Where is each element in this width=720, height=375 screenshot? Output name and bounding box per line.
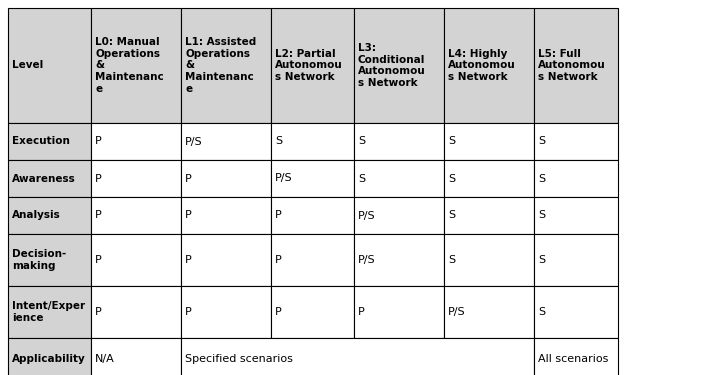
Bar: [8, 197, 91, 234]
Text: L0: Manual
Operations
&
Maintenanc
e: L0: Manual Operations & Maintenanc e: [95, 37, 163, 94]
Bar: [534, 286, 618, 338]
Text: L1: Assisted
Operations
&
Maintenanc
e: L1: Assisted Operations & Maintenanc e: [185, 37, 256, 94]
Text: All scenarios: All scenarios: [538, 354, 608, 364]
Bar: [354, 286, 444, 338]
Bar: [8, 8, 91, 123]
Bar: [444, 8, 534, 123]
Text: L3:
Conditional
Autonomou
s Network: L3: Conditional Autonomou s Network: [358, 43, 426, 88]
Text: S: S: [358, 136, 365, 147]
Text: P/S: P/S: [185, 136, 202, 147]
Bar: [181, 197, 271, 234]
Bar: [444, 286, 534, 338]
Bar: [534, 123, 618, 160]
Bar: [354, 8, 444, 123]
Bar: [181, 123, 271, 160]
Bar: [534, 8, 618, 123]
Bar: [271, 8, 354, 123]
Text: P: P: [95, 255, 102, 265]
Bar: [181, 234, 271, 286]
Text: S: S: [538, 307, 545, 317]
Bar: [534, 338, 618, 375]
Text: P: P: [95, 136, 102, 147]
Bar: [91, 197, 181, 234]
Bar: [534, 234, 618, 286]
Text: P: P: [95, 174, 102, 183]
Text: L2: Partial
Autonomou
s Network: L2: Partial Autonomou s Network: [275, 49, 343, 82]
Text: Intent/Exper
ience: Intent/Exper ience: [12, 301, 85, 323]
Bar: [91, 160, 181, 197]
Text: S: S: [448, 136, 455, 147]
Text: Execution: Execution: [12, 136, 70, 147]
Bar: [91, 234, 181, 286]
Bar: [181, 160, 271, 197]
Bar: [181, 338, 534, 375]
Text: Analysis: Analysis: [12, 210, 60, 220]
Bar: [91, 338, 181, 375]
Text: S: S: [538, 210, 545, 220]
Bar: [444, 197, 534, 234]
Bar: [354, 197, 444, 234]
Bar: [8, 234, 91, 286]
Text: S: S: [538, 136, 545, 147]
Bar: [271, 160, 354, 197]
Text: Awareness: Awareness: [12, 174, 76, 183]
Text: S: S: [538, 255, 545, 265]
Bar: [91, 123, 181, 160]
Text: P: P: [275, 307, 282, 317]
Bar: [8, 286, 91, 338]
Text: P: P: [185, 210, 192, 220]
Text: P: P: [185, 174, 192, 183]
Bar: [8, 123, 91, 160]
Text: P: P: [95, 307, 102, 317]
Text: P/S: P/S: [448, 307, 466, 317]
Text: L4: Highly
Autonomou
s Network: L4: Highly Autonomou s Network: [448, 49, 516, 82]
Text: L5: Full
Autonomou
s Network: L5: Full Autonomou s Network: [538, 49, 606, 82]
Text: P/S: P/S: [358, 210, 376, 220]
Text: S: S: [275, 136, 282, 147]
Text: Specified scenarios: Specified scenarios: [185, 354, 293, 364]
Bar: [444, 123, 534, 160]
Bar: [354, 234, 444, 286]
Bar: [271, 234, 354, 286]
Bar: [271, 197, 354, 234]
Bar: [354, 160, 444, 197]
Bar: [8, 160, 91, 197]
Text: P: P: [275, 210, 282, 220]
Text: P: P: [358, 307, 365, 317]
Text: P: P: [95, 210, 102, 220]
Text: Applicability: Applicability: [12, 354, 86, 364]
Text: S: S: [358, 174, 365, 183]
Text: Level: Level: [12, 60, 43, 70]
Bar: [181, 8, 271, 123]
Bar: [271, 286, 354, 338]
Bar: [444, 160, 534, 197]
Bar: [534, 197, 618, 234]
Text: S: S: [448, 174, 455, 183]
Bar: [271, 123, 354, 160]
Text: P/S: P/S: [358, 255, 376, 265]
Text: Decision-
making: Decision- making: [12, 249, 66, 271]
Bar: [8, 338, 91, 375]
Bar: [181, 286, 271, 338]
Text: P: P: [185, 255, 192, 265]
Text: P/S: P/S: [275, 174, 292, 183]
Bar: [91, 286, 181, 338]
Bar: [91, 8, 181, 123]
Text: N/A: N/A: [95, 354, 114, 364]
Text: P: P: [275, 255, 282, 265]
Text: P: P: [185, 307, 192, 317]
Bar: [534, 160, 618, 197]
Text: S: S: [448, 210, 455, 220]
Text: S: S: [538, 174, 545, 183]
Bar: [444, 234, 534, 286]
Text: S: S: [448, 255, 455, 265]
Bar: [354, 123, 444, 160]
